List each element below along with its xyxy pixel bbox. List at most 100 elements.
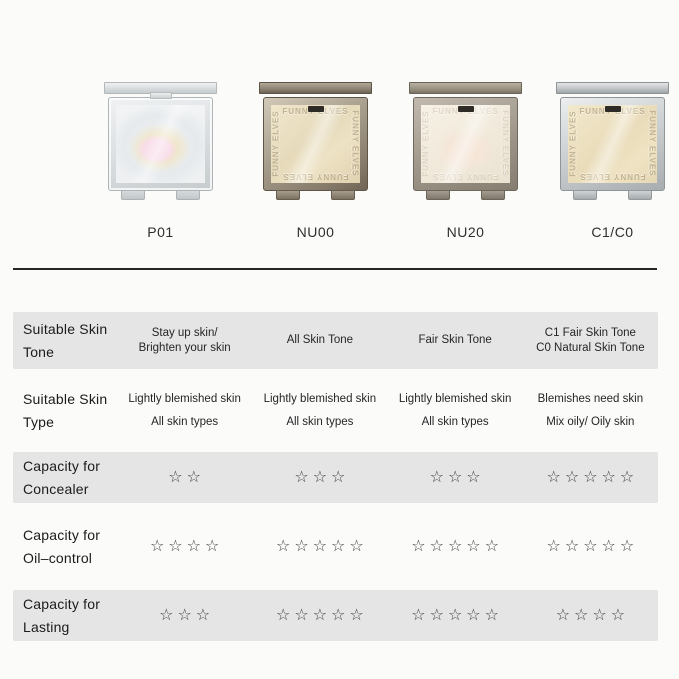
- table-cell: All Skin Tone: [252, 333, 387, 348]
- star-icon: ☆: [546, 536, 561, 555]
- star-icon: ☆: [564, 536, 580, 555]
- table-row: Capacity for Oil–control ☆ ☆ ☆ ☆ ☆ ☆ ☆ ☆ ☆ ☆ ☆ ☆ ☆ ☆ ☆ ☆ ☆…: [13, 503, 658, 590]
- compact-foot-right: [176, 190, 200, 200]
- star-icon: ☆: [610, 605, 626, 624]
- emboss-brand-text: FUNNY ELVES: [421, 110, 431, 177]
- star-icon: ☆: [447, 536, 463, 555]
- compact-foot-right: [628, 190, 652, 200]
- table-row: Capacity for Concealer ☆ ☆ ☆ ☆ ☆ ☆ ☆ ☆ ☆ ☆ ☆ ☆ ☆: [13, 452, 658, 503]
- product-compact-nu00: FUNNY ELVES FUNNY ELVES FUNNY ELVES FUNNY E…: [259, 82, 372, 240]
- star-icon: ☆: [186, 467, 201, 486]
- star-icon: ☆: [564, 467, 580, 486]
- row-label-line: Capacity for: [23, 595, 101, 612]
- star-icon: ☆: [168, 467, 183, 486]
- cell-text-line: All skin types: [151, 415, 219, 428]
- clasp-notch: [307, 106, 324, 112]
- star-icon: ☆: [546, 467, 561, 486]
- table-cell: Stay up skin/Brighten your skin: [117, 326, 252, 356]
- comparison-table: Suitable Skin Tone Stay up skin/Brighten y…: [13, 312, 658, 641]
- star-icon: ☆: [331, 605, 346, 624]
- table-cell: Fair Skin Tone: [388, 333, 523, 348]
- star-icon: ☆: [186, 536, 201, 555]
- star-icon: ☆: [276, 536, 291, 555]
- star-icon: ☆: [583, 536, 598, 555]
- star-icon: ☆: [331, 536, 346, 555]
- star-icon: ☆: [331, 467, 346, 486]
- emboss-brand-text: FUNNY ELVES: [568, 110, 578, 177]
- cell-text-line: Blemishes need skin: [537, 392, 644, 405]
- star-icon: ☆: [177, 605, 192, 624]
- cell-text-line: Mix oily/ Oily skin: [546, 415, 635, 428]
- emboss-brand-text: FUNNY ELVES: [432, 172, 499, 181]
- row-label-line: Concealer: [23, 480, 89, 497]
- table-row: Capacity for Lasting ☆ ☆ ☆ ☆ ☆ ☆ ☆ ☆ ☆ ☆ ☆ ☆ ☆ ☆ ☆ ☆ ☆: [13, 590, 658, 641]
- star-icon: ☆: [149, 536, 165, 555]
- rating-cell: ☆ ☆ ☆ ☆: [523, 605, 658, 626]
- star-icon: ☆: [411, 536, 426, 555]
- star-icon: ☆: [466, 536, 481, 555]
- rating-cell: ☆ ☆ ☆ ☆ ☆: [523, 536, 658, 557]
- emboss-brand-text: FUNNY ELVES: [647, 110, 657, 177]
- product-compact-nu20: FUNNY ELVES FUNNY ELVES FUNNY ELVES FUNNY E…: [409, 82, 522, 240]
- star-icon: ☆: [619, 536, 635, 555]
- rating-cell: ☆ ☆ ☆ ☆ ☆: [388, 605, 523, 626]
- compact-lid: [409, 82, 522, 94]
- row-label-line: Suitable Skin: [23, 320, 108, 337]
- row-label-line: Capacity for: [23, 457, 101, 474]
- compact-powder: FUNNY ELVES FUNNY ELVES FUNNY ELVES FUNNY E…: [271, 105, 360, 183]
- compact-body: FUNNY ELVES FUNNY ELVES FUNNY ELVES FUNNY E…: [413, 97, 518, 191]
- compact-foot-right: [481, 190, 505, 200]
- emboss-brand-text: FUNNY ELVES: [500, 110, 510, 177]
- star-icon: ☆: [294, 536, 309, 555]
- row-label: Suitable Skin Tone: [13, 318, 117, 364]
- row-label: Capacity for Oil–control: [13, 524, 117, 570]
- compact-body: FUNNY ELVES FUNNY ELVES FUNNY ELVES FUNNY E…: [560, 97, 665, 191]
- star-icon: ☆: [294, 467, 309, 486]
- cell-text-line: Lightly blemished skin: [128, 392, 241, 405]
- table-cell: Lightly blemished skin All skin types: [252, 388, 387, 434]
- rating-cell: ☆ ☆ ☆: [388, 467, 523, 488]
- row-label: Capacity for Lasting: [13, 593, 117, 639]
- star-icon: ☆: [466, 605, 481, 624]
- compact-body: FUNNY ELVES FUNNY ELVES FUNNY ELVES FUNNY E…: [263, 97, 368, 191]
- product-compact-p01: P01: [104, 82, 217, 240]
- clasp-notch: [457, 106, 474, 112]
- row-label-line: Type: [23, 413, 55, 430]
- row-label-line: Suitable Skin: [23, 390, 108, 407]
- table-cell: Lightly blemished skin All skin types: [388, 388, 523, 434]
- star-icon: ☆: [601, 467, 616, 486]
- star-icon: ☆: [429, 536, 444, 555]
- star-icon: ☆: [294, 605, 309, 624]
- cell-text-line: Fair Skin Tone: [418, 334, 492, 346]
- cell-text-line: C1 Fair Skin Tone: [544, 326, 636, 339]
- star-icon: ☆: [484, 605, 499, 624]
- compact-powder: FUNNY ELVES FUNNY ELVES FUNNY ELVES FUNNY E…: [421, 105, 510, 183]
- rating-cell: ☆ ☆ ☆ ☆ ☆: [388, 536, 523, 557]
- clasp-notch: [604, 106, 621, 112]
- star-icon: ☆: [555, 605, 571, 624]
- compact-powder: FUNNY ELVES FUNNY ELVES FUNNY ELVES FUNNY E…: [568, 105, 657, 183]
- emboss-brand-text: FUNNY ELVES: [350, 110, 360, 177]
- row-label: Capacity for Concealer: [13, 455, 117, 501]
- emboss-brand-text: FUNNY ELVES: [282, 172, 349, 181]
- cell-text-line: All skin types: [286, 415, 354, 428]
- cell-text-line: All skin types: [421, 415, 489, 428]
- star-icon: ☆: [168, 536, 183, 555]
- cell-text-line: Lightly blemished skin: [398, 392, 512, 405]
- compact-powder: [116, 105, 205, 183]
- row-label-line: Lasting: [23, 618, 70, 635]
- product-shade-label: NU00: [296, 224, 335, 240]
- cell-text-line: Brighten your skin: [138, 341, 231, 354]
- table-cell: Blemishes need skin Mix oily/ Oily skin: [523, 388, 658, 434]
- clasp-notch: [149, 92, 172, 99]
- row-label-line: Oil–control: [23, 549, 93, 566]
- product-shade-label: NU20: [446, 224, 485, 240]
- compact-foot-left: [276, 190, 300, 200]
- cell-text-line: Lightly blemished skin: [263, 392, 377, 405]
- rating-cell: ☆ ☆ ☆ ☆ ☆: [252, 536, 387, 557]
- rating-cell: ☆ ☆ ☆: [117, 605, 252, 626]
- cell-text-line: Stay up skin/: [151, 326, 218, 339]
- row-label: Suitable Skin Type: [13, 388, 117, 434]
- product-shade-label: P01: [147, 224, 174, 240]
- star-icon: ☆: [312, 536, 328, 555]
